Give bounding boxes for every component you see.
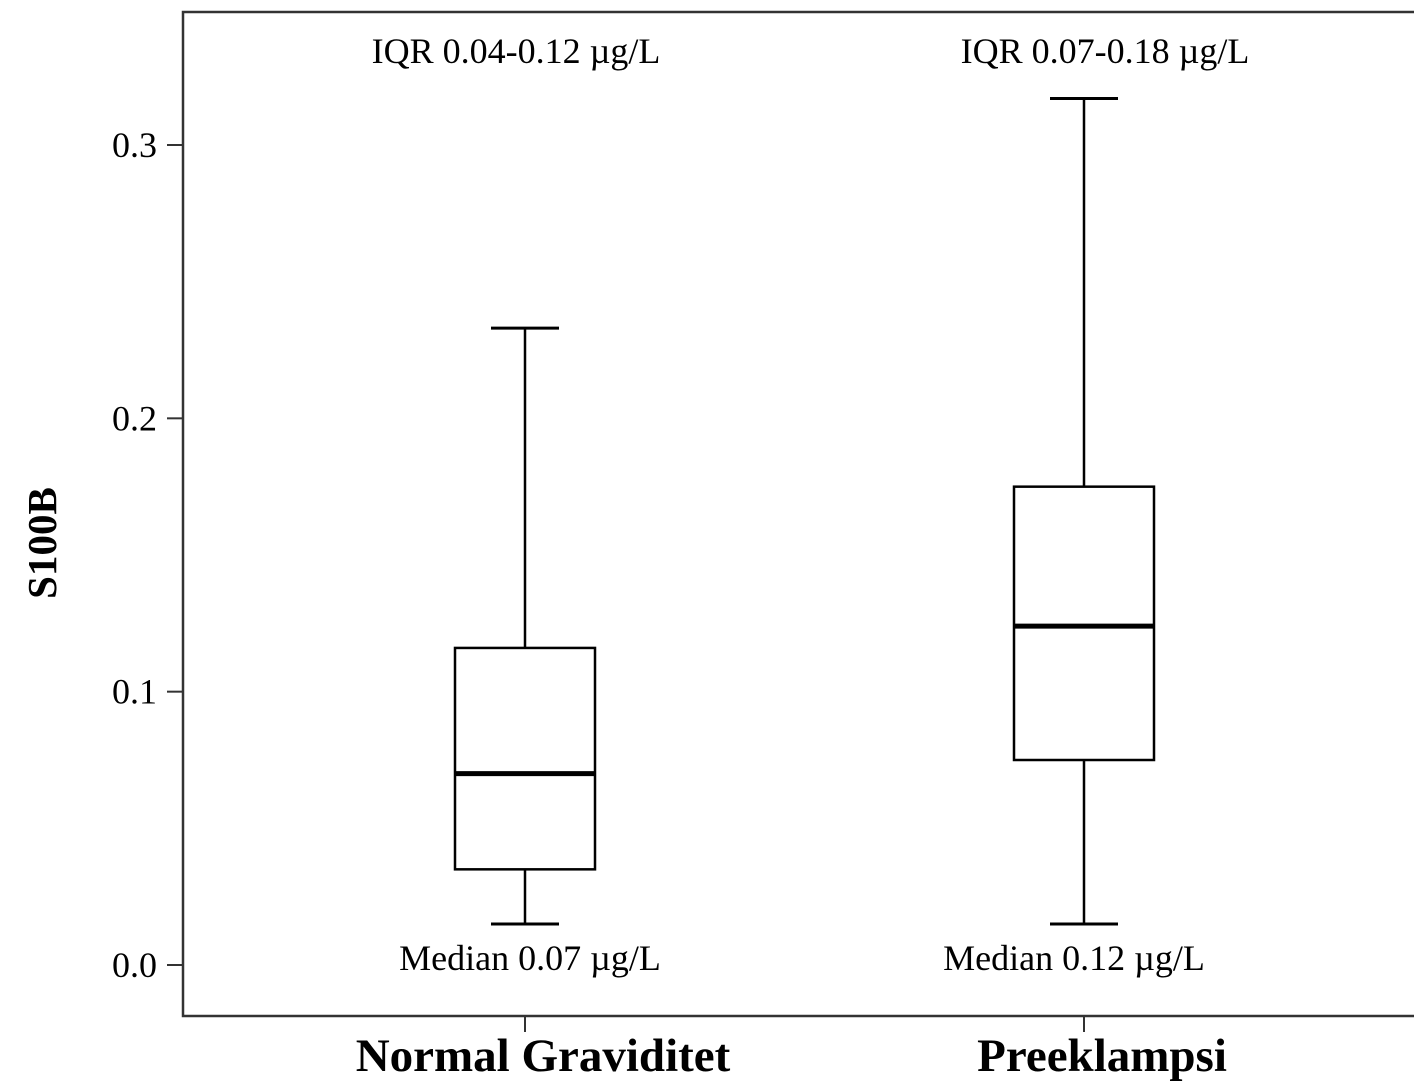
y-tick-label: 0.0 (112, 945, 157, 985)
iqr-annotation: IQR 0.07-0.18 µg/L (961, 31, 1250, 71)
x-tick-label: Preeklampsi (977, 1030, 1227, 1082)
y-tick-label: 0.1 (112, 672, 157, 712)
x-tick-label: Normal Graviditet (356, 1030, 731, 1082)
median-annotation: Median 0.07 µg/L (399, 938, 661, 978)
y-tick-label: 0.2 (112, 398, 157, 438)
y-axis-title: S100B (19, 487, 65, 599)
iqr-annotation: IQR 0.04-0.12 µg/L (372, 31, 661, 71)
iqr-box (1012, 485, 1156, 762)
iqr-box (453, 646, 597, 871)
plot-frame (181, 10, 1414, 1018)
median-annotation: Median 0.12 µg/L (943, 938, 1205, 978)
y-tick-label: 0.3 (112, 125, 157, 165)
